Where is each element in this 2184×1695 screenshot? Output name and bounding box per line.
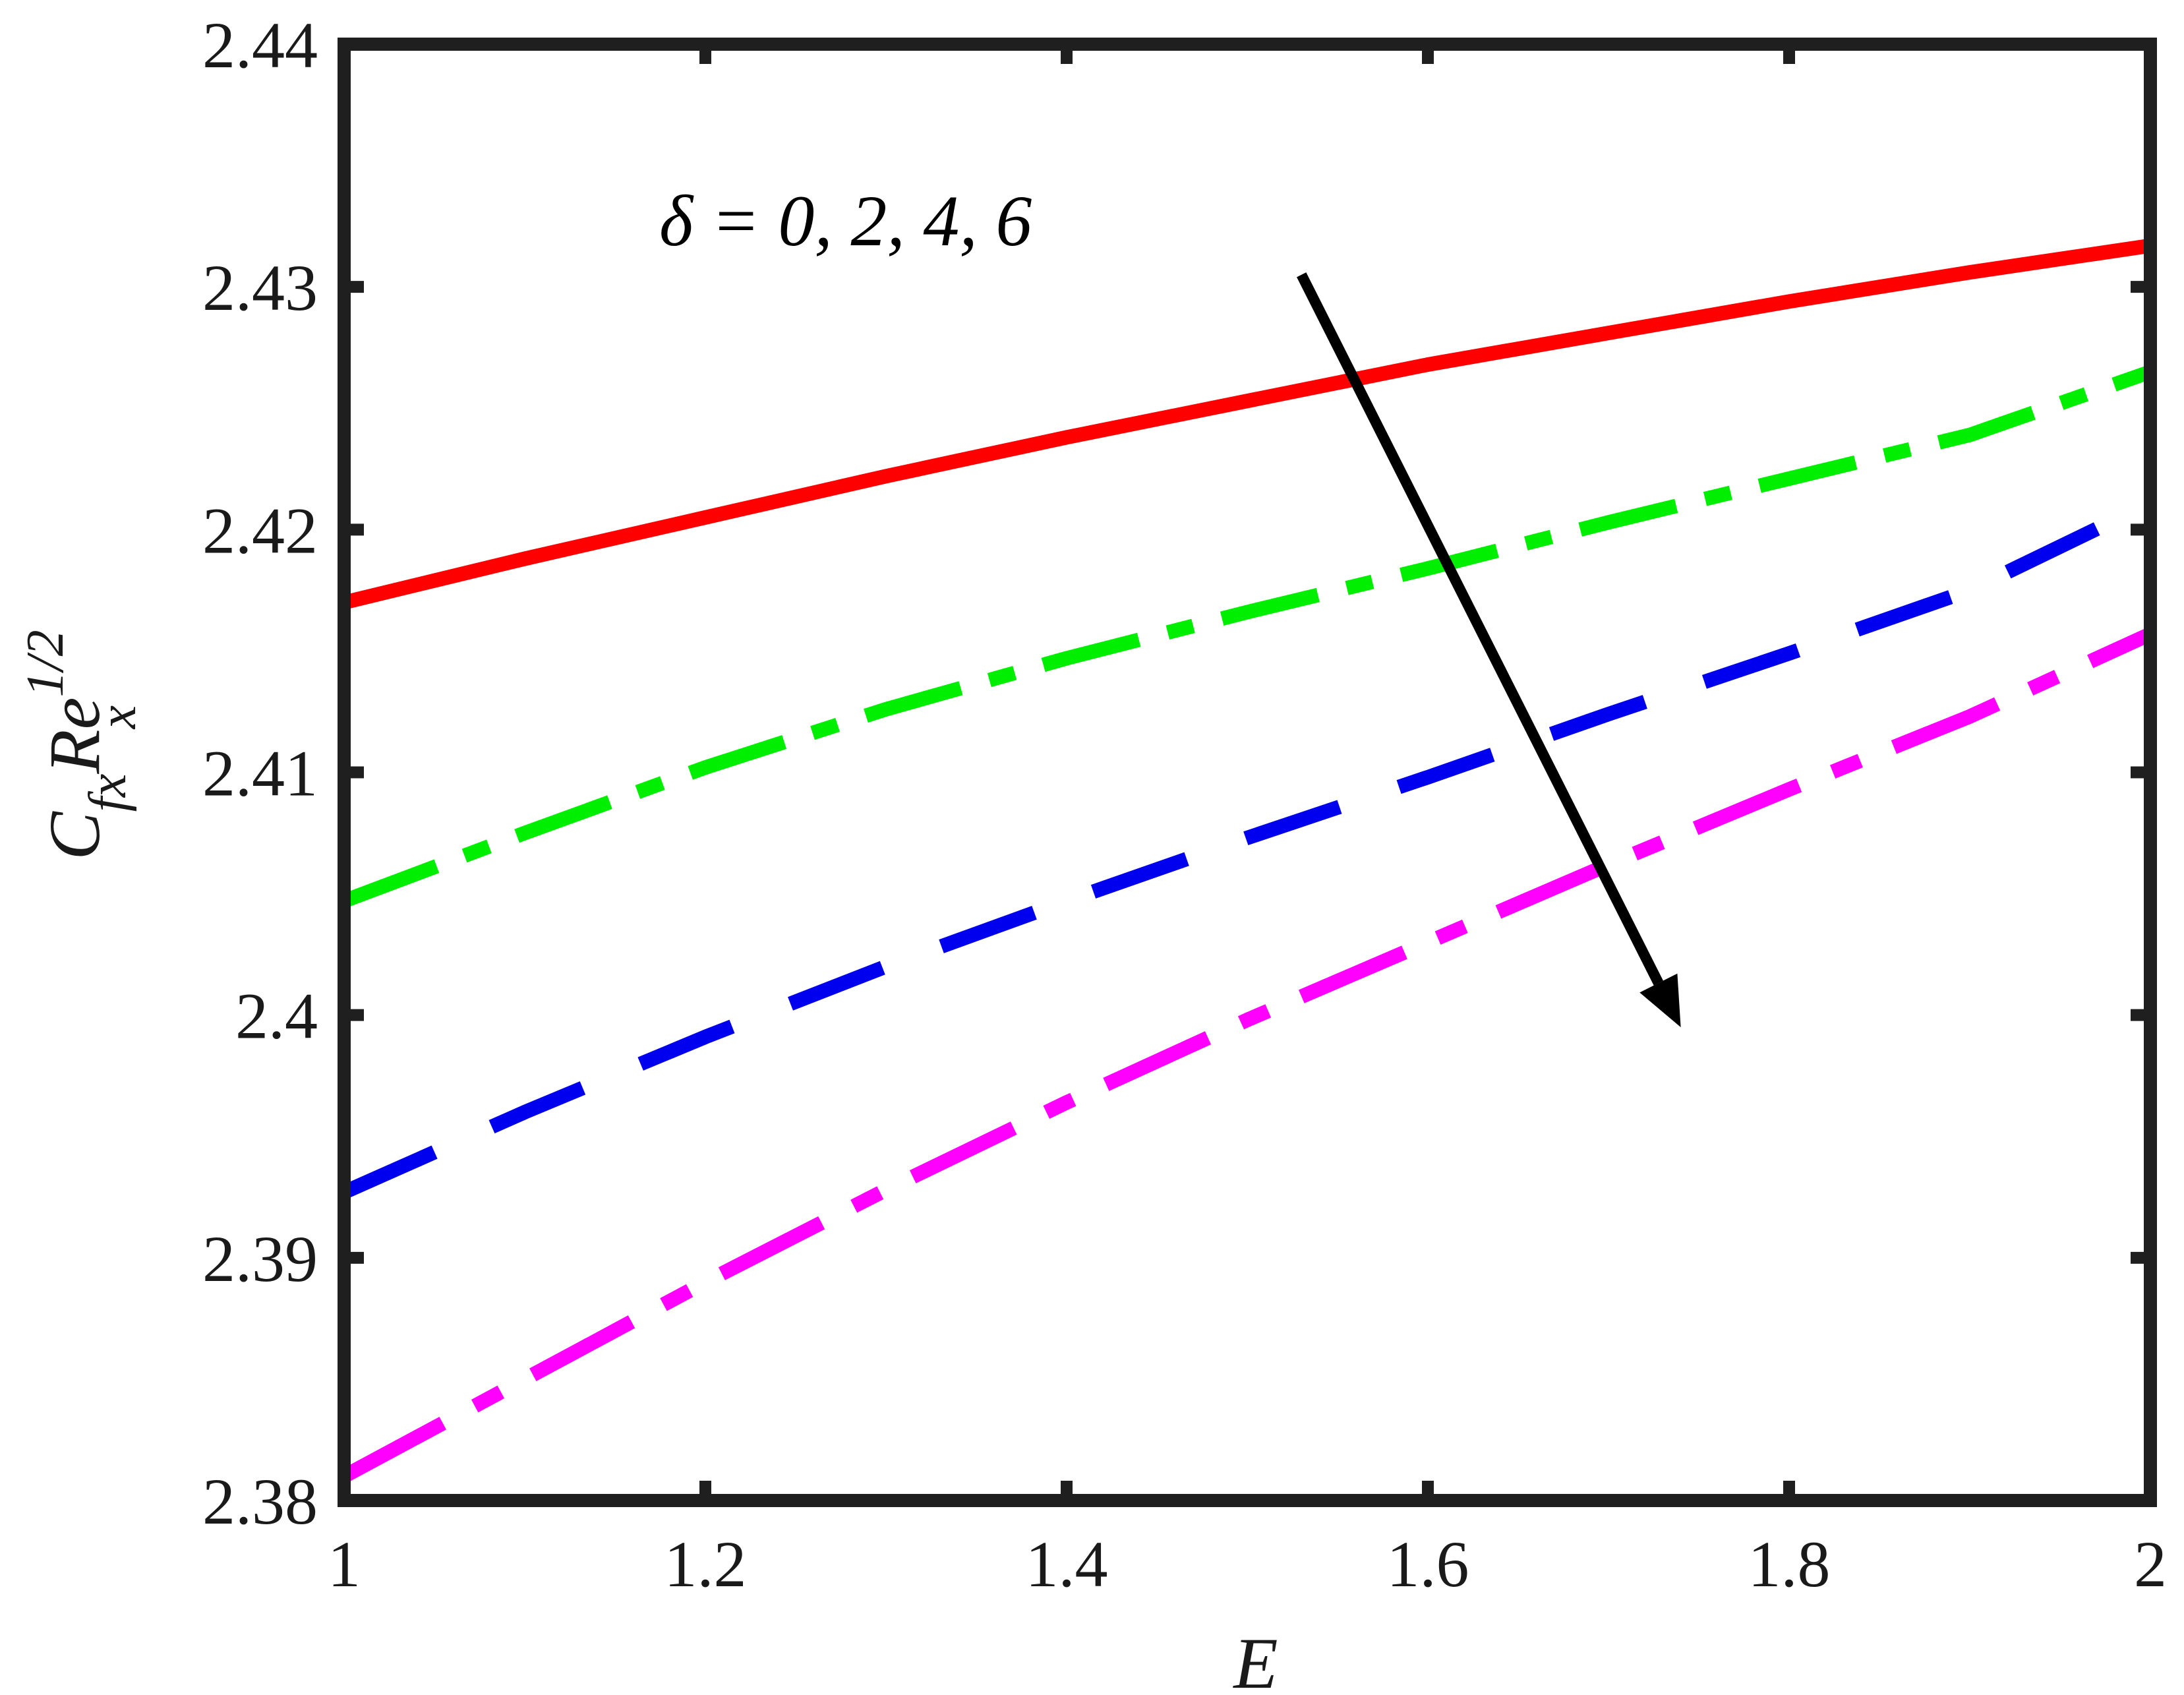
ticks-layer xyxy=(338,38,2156,1506)
x-axis-label: E xyxy=(1232,1623,1278,1695)
x-tick-label: 1.4 xyxy=(1026,1528,1108,1601)
delta-annotation: δ = 0, 2, 4, 6 xyxy=(659,181,1032,261)
x-tick-label: 1.2 xyxy=(664,1528,747,1601)
series-line-1 xyxy=(342,238,2152,610)
x-tick-label: 1 xyxy=(328,1528,361,1601)
y-axis-label: CfxRe1/2 x xyxy=(16,630,147,860)
y-tick-label: 2.38 xyxy=(202,1465,318,1538)
x-tick-label: 1.6 xyxy=(1387,1528,1469,1601)
y-label-sub2: x xyxy=(89,705,147,730)
series-line-2 xyxy=(341,365,2153,908)
series-layer xyxy=(340,238,2154,1483)
y-label-sup: 1/2 xyxy=(16,630,74,697)
y-label-sub1: fx xyxy=(79,774,137,812)
y-tick-label: 2.39 xyxy=(202,1222,318,1295)
series-line-3 xyxy=(341,496,2154,1199)
y-tick-label: 2.44 xyxy=(202,9,318,82)
y-tick-label: 2.43 xyxy=(202,251,318,324)
tick-labels: 1 1.2 1.4 1.6 1.8 2 2.38 2.39 2.4 2.41 2.42 2.43 2.4… xyxy=(202,9,2167,1601)
x-tick-label: 1.8 xyxy=(1748,1528,1831,1601)
y-label-base: C xyxy=(34,811,115,860)
annotation-arrow xyxy=(1297,272,1681,1028)
y-tick-label: 2.4 xyxy=(235,980,318,1053)
series-line-4 xyxy=(340,627,2154,1483)
y-tick-label: 2.41 xyxy=(202,737,318,810)
arrow-shaft xyxy=(1297,272,1663,986)
y-label-mid: Re xyxy=(34,698,115,775)
y-tick-label: 2.42 xyxy=(202,494,318,567)
arrow-head xyxy=(1639,973,1681,1028)
x-tick-label: 2 xyxy=(2134,1528,2167,1601)
plot-frame xyxy=(338,38,2157,1507)
svg-text:CfxRe1/2x: CfxRe1/2 x xyxy=(16,630,147,860)
